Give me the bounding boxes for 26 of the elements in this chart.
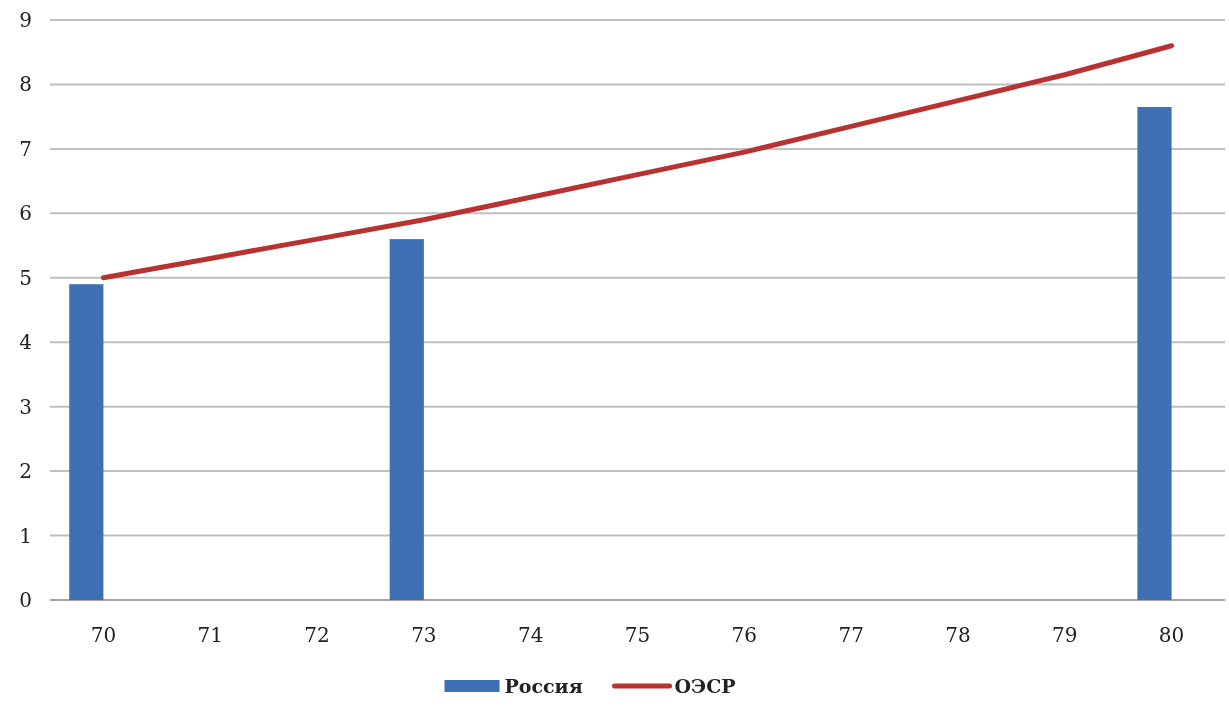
- x-tick-label: 77: [838, 623, 864, 647]
- y-tick-label: 5: [19, 265, 32, 290]
- x-tick-label: 72: [304, 623, 330, 647]
- x-tick-label: 70: [90, 623, 117, 647]
- legend-label: Россия: [504, 674, 583, 697]
- x-tick-label: 75: [624, 623, 651, 647]
- bar: [1137, 107, 1172, 600]
- x-tick-label: 71: [197, 623, 223, 647]
- y-tick-label: 9: [19, 8, 32, 32]
- y-tick-label: 2: [19, 459, 32, 484]
- y-tick-label: 7: [19, 136, 32, 161]
- x-tick-label: 76: [731, 623, 758, 647]
- x-tick-label: 79: [1052, 623, 1078, 647]
- x-tick-label: 74: [517, 623, 544, 647]
- legend-label: ОЭСР: [674, 674, 736, 697]
- y-tick-label: 0: [19, 588, 32, 612]
- y-tick-label: 1: [19, 523, 32, 548]
- x-tick-label: 73: [411, 623, 437, 647]
- bar: [69, 284, 104, 600]
- y-tick-label: 3: [19, 394, 32, 419]
- y-tick-label: 8: [19, 72, 32, 97]
- y-tick-label: 6: [19, 201, 32, 226]
- y-tick-label: 4: [19, 330, 32, 355]
- x-tick-label: 80: [1158, 623, 1185, 647]
- bar: [389, 239, 424, 600]
- x-tick-label: 78: [945, 623, 971, 647]
